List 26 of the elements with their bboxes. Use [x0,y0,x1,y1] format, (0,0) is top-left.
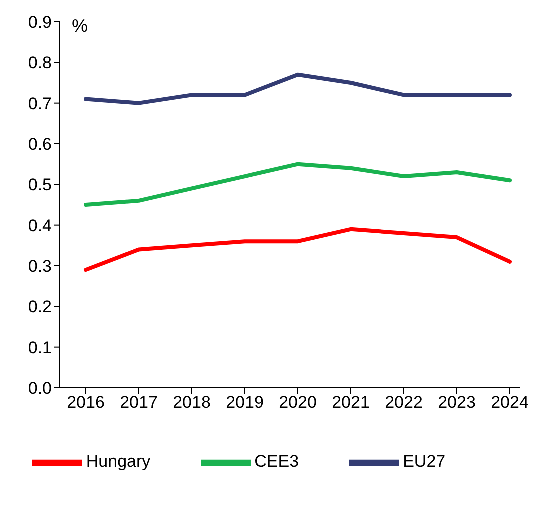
x-tick-label: 2018 [173,393,211,412]
y-tick-label: 0.5 [28,176,52,195]
x-tick-label: 2019 [226,393,264,412]
x-tick-label: 2020 [279,393,317,412]
legend-label: Hungary [86,452,151,472]
legend-label: EU27 [403,452,446,472]
line-series [84,72,512,106]
x-tick-label: 2022 [385,393,423,412]
y-tick-label: 0.1 [28,338,52,358]
line-series [84,162,512,207]
legend-label: CEE3 [254,452,300,472]
line-series [84,227,512,272]
x-tick-label: 2021 [332,393,370,412]
y-tick-label: 0.9 [28,13,52,32]
y-tick-label: 0.2 [28,298,52,317]
y-tick-label: 0.3 [28,257,52,276]
x-tick-label: 2017 [120,393,158,412]
x-tick-label: 2024 [491,393,529,412]
x-tick-label: 2023 [438,393,476,412]
y-tick-label: 0.0 [28,379,52,398]
y-tick-label: 0.4 [28,216,52,236]
y-tick-label: 0.8 [28,54,52,73]
x-tick-label: 2016 [67,393,105,412]
y-axis-title: % [72,16,88,37]
y-tick-label: 0.6 [28,135,52,154]
y-tick-label: 0.7 [28,94,52,114]
